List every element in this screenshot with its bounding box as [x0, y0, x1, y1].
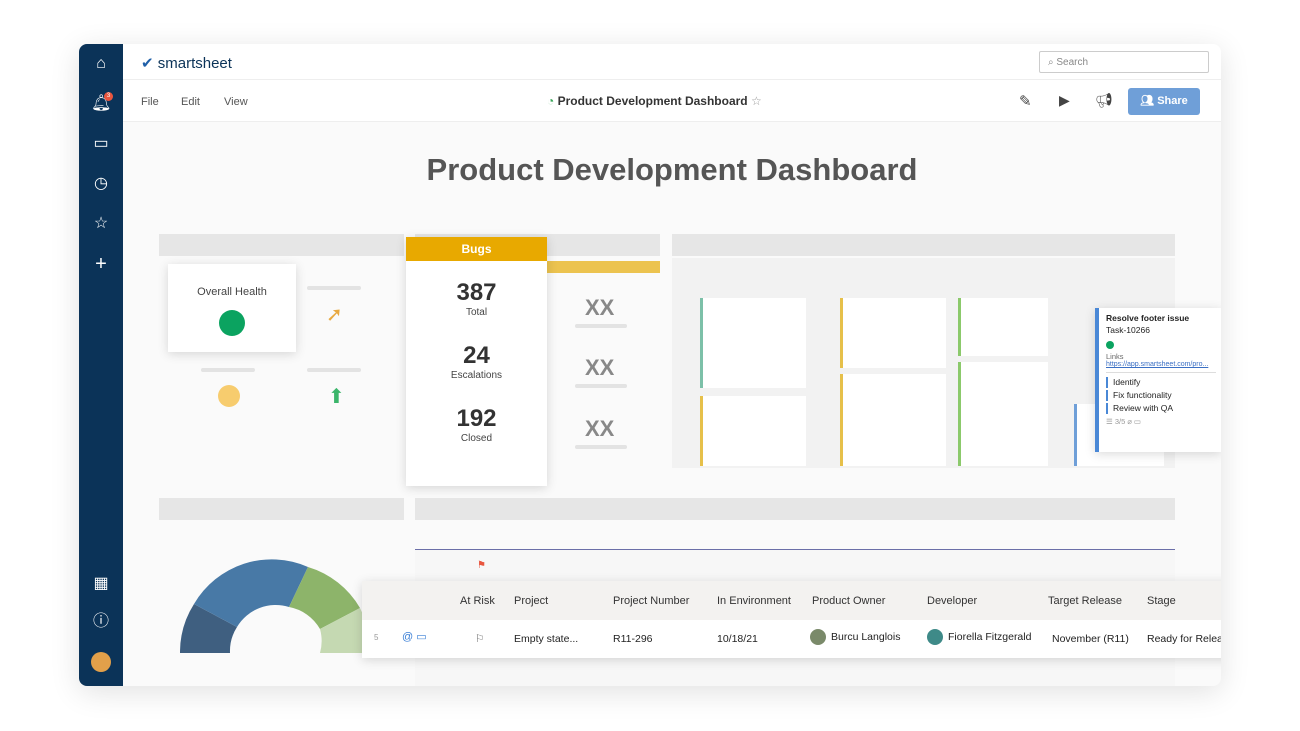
amber-bar	[545, 261, 660, 273]
attachment-comment-icons[interactable]: @ ▭	[402, 631, 427, 643]
avatar	[810, 629, 826, 645]
edit-pencil-icon[interactable]: ✎	[1019, 93, 1032, 110]
donut-segment	[180, 604, 237, 653]
plus-icon[interactable]: +	[95, 253, 107, 275]
yellow-status-dot	[218, 385, 240, 407]
star-icon[interactable]: ☆	[93, 215, 109, 232]
folder-icon[interactable]: ▭	[93, 135, 109, 152]
flag-icon: ⚑	[477, 560, 486, 571]
column-header[interactable]: Developer	[927, 595, 978, 607]
donut-segment	[320, 608, 370, 653]
cell-developer[interactable]: Fiorella Fitzgerald	[927, 629, 1031, 645]
overall-health-card: Overall Health	[168, 264, 296, 352]
dashboard-title: Product Development Dashboard	[426, 152, 918, 187]
task-id: Task-10266	[1106, 325, 1150, 335]
bugs-header: Bugs	[406, 237, 547, 261]
links-label: Links	[1106, 352, 1124, 361]
arrow-up-icon: ⬆	[328, 386, 345, 408]
task-popup-card[interactable]: Resolve footer issue Task-10266 Links ht…	[1095, 308, 1221, 452]
kanban-card	[840, 298, 946, 368]
arrow-up-right-icon: ➚	[326, 304, 343, 326]
dashboard-icon: ◔	[547, 94, 555, 108]
help-icon[interactable]: ⓘ	[92, 613, 109, 630]
widget-header-placeholder	[672, 234, 1175, 256]
sheet-table: At Risk Project Project Number In Enviro…	[362, 581, 1221, 658]
kanban-board	[672, 258, 1175, 468]
column-header[interactable]: In Environment	[717, 595, 791, 607]
megaphone-icon[interactable]: 📢︎	[1095, 92, 1113, 108]
favorite-star-icon[interactable]: ☆	[750, 94, 762, 108]
stat-escalations: 24 Escalations	[450, 342, 503, 381]
user-avatar[interactable]	[91, 652, 111, 672]
bugs-card: Bugs 387 Total 24 Escalations 192 Closed	[406, 237, 547, 486]
cell-stage[interactable]: Ready for Release	[1147, 633, 1221, 645]
menu-view[interactable]: View	[224, 96, 248, 108]
status-dot	[1106, 341, 1114, 349]
subtask-item[interactable]: Fix functionality	[1106, 390, 1216, 401]
cell-environment[interactable]: 10/18/21	[717, 633, 758, 645]
kanban-card	[840, 374, 946, 466]
widget-header-placeholder	[159, 234, 404, 256]
kanban-card	[700, 396, 806, 466]
app-window: ⌂ 🔔︎ 3 ▭ ◷ ☆ + ▦ ⓘ ✔ smartsheet ⌕ Search …	[79, 44, 1221, 686]
table-header-row: At Risk Project Project Number In Enviro…	[362, 581, 1221, 620]
donut-segment	[194, 559, 308, 627]
placeholder-value: XX	[585, 295, 615, 320]
home-icon[interactable]: ⌂	[96, 55, 106, 72]
cell-project[interactable]: Empty state...	[514, 633, 579, 645]
bell-icon[interactable]: 🔔︎ 3	[91, 92, 113, 112]
stat-total: 387 Total	[456, 279, 497, 318]
task-link[interactable]: https://app.smartsheet.com/pro...	[1106, 361, 1209, 368]
stat-closed: 192 Closed	[456, 405, 497, 444]
kanban-card	[958, 362, 1048, 466]
left-nav: ⌂ 🔔︎ 3 ▭ ◷ ☆ + ▦ ⓘ	[79, 44, 123, 686]
column-header[interactable]: Stage	[1147, 595, 1176, 607]
row-number: 5	[374, 633, 379, 642]
subtask-item[interactable]: Review with QA	[1106, 403, 1216, 414]
clock-icon[interactable]: ◷	[94, 175, 108, 192]
health-label: Overall Health	[197, 286, 267, 298]
placeholder-value: XX	[585, 416, 615, 441]
notification-badge: 3	[104, 92, 113, 101]
kanban-card	[700, 298, 806, 388]
subtask-item[interactable]: Identify	[1106, 377, 1216, 388]
task-footer: ☰ 3/5 ⌀ ▭	[1106, 417, 1142, 426]
share-button[interactable]: 👥︎ Share	[1128, 88, 1200, 115]
smartsheet-logo: ✔ smartsheet	[141, 55, 232, 72]
kanban-card	[958, 298, 1048, 356]
sheet-title: ◔ Product Development Dashboard ☆	[547, 94, 762, 108]
menu-file[interactable]: File	[141, 96, 159, 108]
column-header[interactable]: Project	[514, 595, 549, 607]
cell-release[interactable]: November (R11)	[1052, 633, 1129, 645]
widget-header-placeholder	[159, 498, 404, 520]
cell-owner[interactable]: Burcu Langlois	[810, 629, 900, 645]
task-title: Resolve footer issue	[1106, 313, 1190, 323]
toolbar: File Edit View ◔ Product Development Das…	[123, 80, 1221, 122]
apps-grid-icon[interactable]: ▦	[93, 575, 109, 592]
widget-header-placeholder	[415, 498, 1175, 520]
health-status-dot	[219, 310, 245, 336]
present-icon[interactable]: ▶︎	[1059, 92, 1070, 108]
menu-edit[interactable]: Edit	[181, 96, 200, 108]
column-header[interactable]: Project Number	[613, 595, 690, 607]
placeholder-value: XX	[585, 355, 615, 380]
at-risk-flag-icon[interactable]: ⚐	[475, 633, 485, 645]
avatar	[927, 629, 943, 645]
column-header[interactable]: Product Owner	[812, 595, 886, 607]
top-bar: ✔ smartsheet ⌕ Search	[123, 44, 1221, 80]
cell-project-number[interactable]: R11-296	[613, 633, 653, 645]
donut-segment	[289, 567, 360, 629]
column-header[interactable]: Target Release	[1048, 595, 1122, 607]
column-header[interactable]: At Risk	[460, 595, 495, 607]
search-input[interactable]: ⌕ Search	[1039, 51, 1209, 73]
donut-chart	[180, 559, 370, 653]
